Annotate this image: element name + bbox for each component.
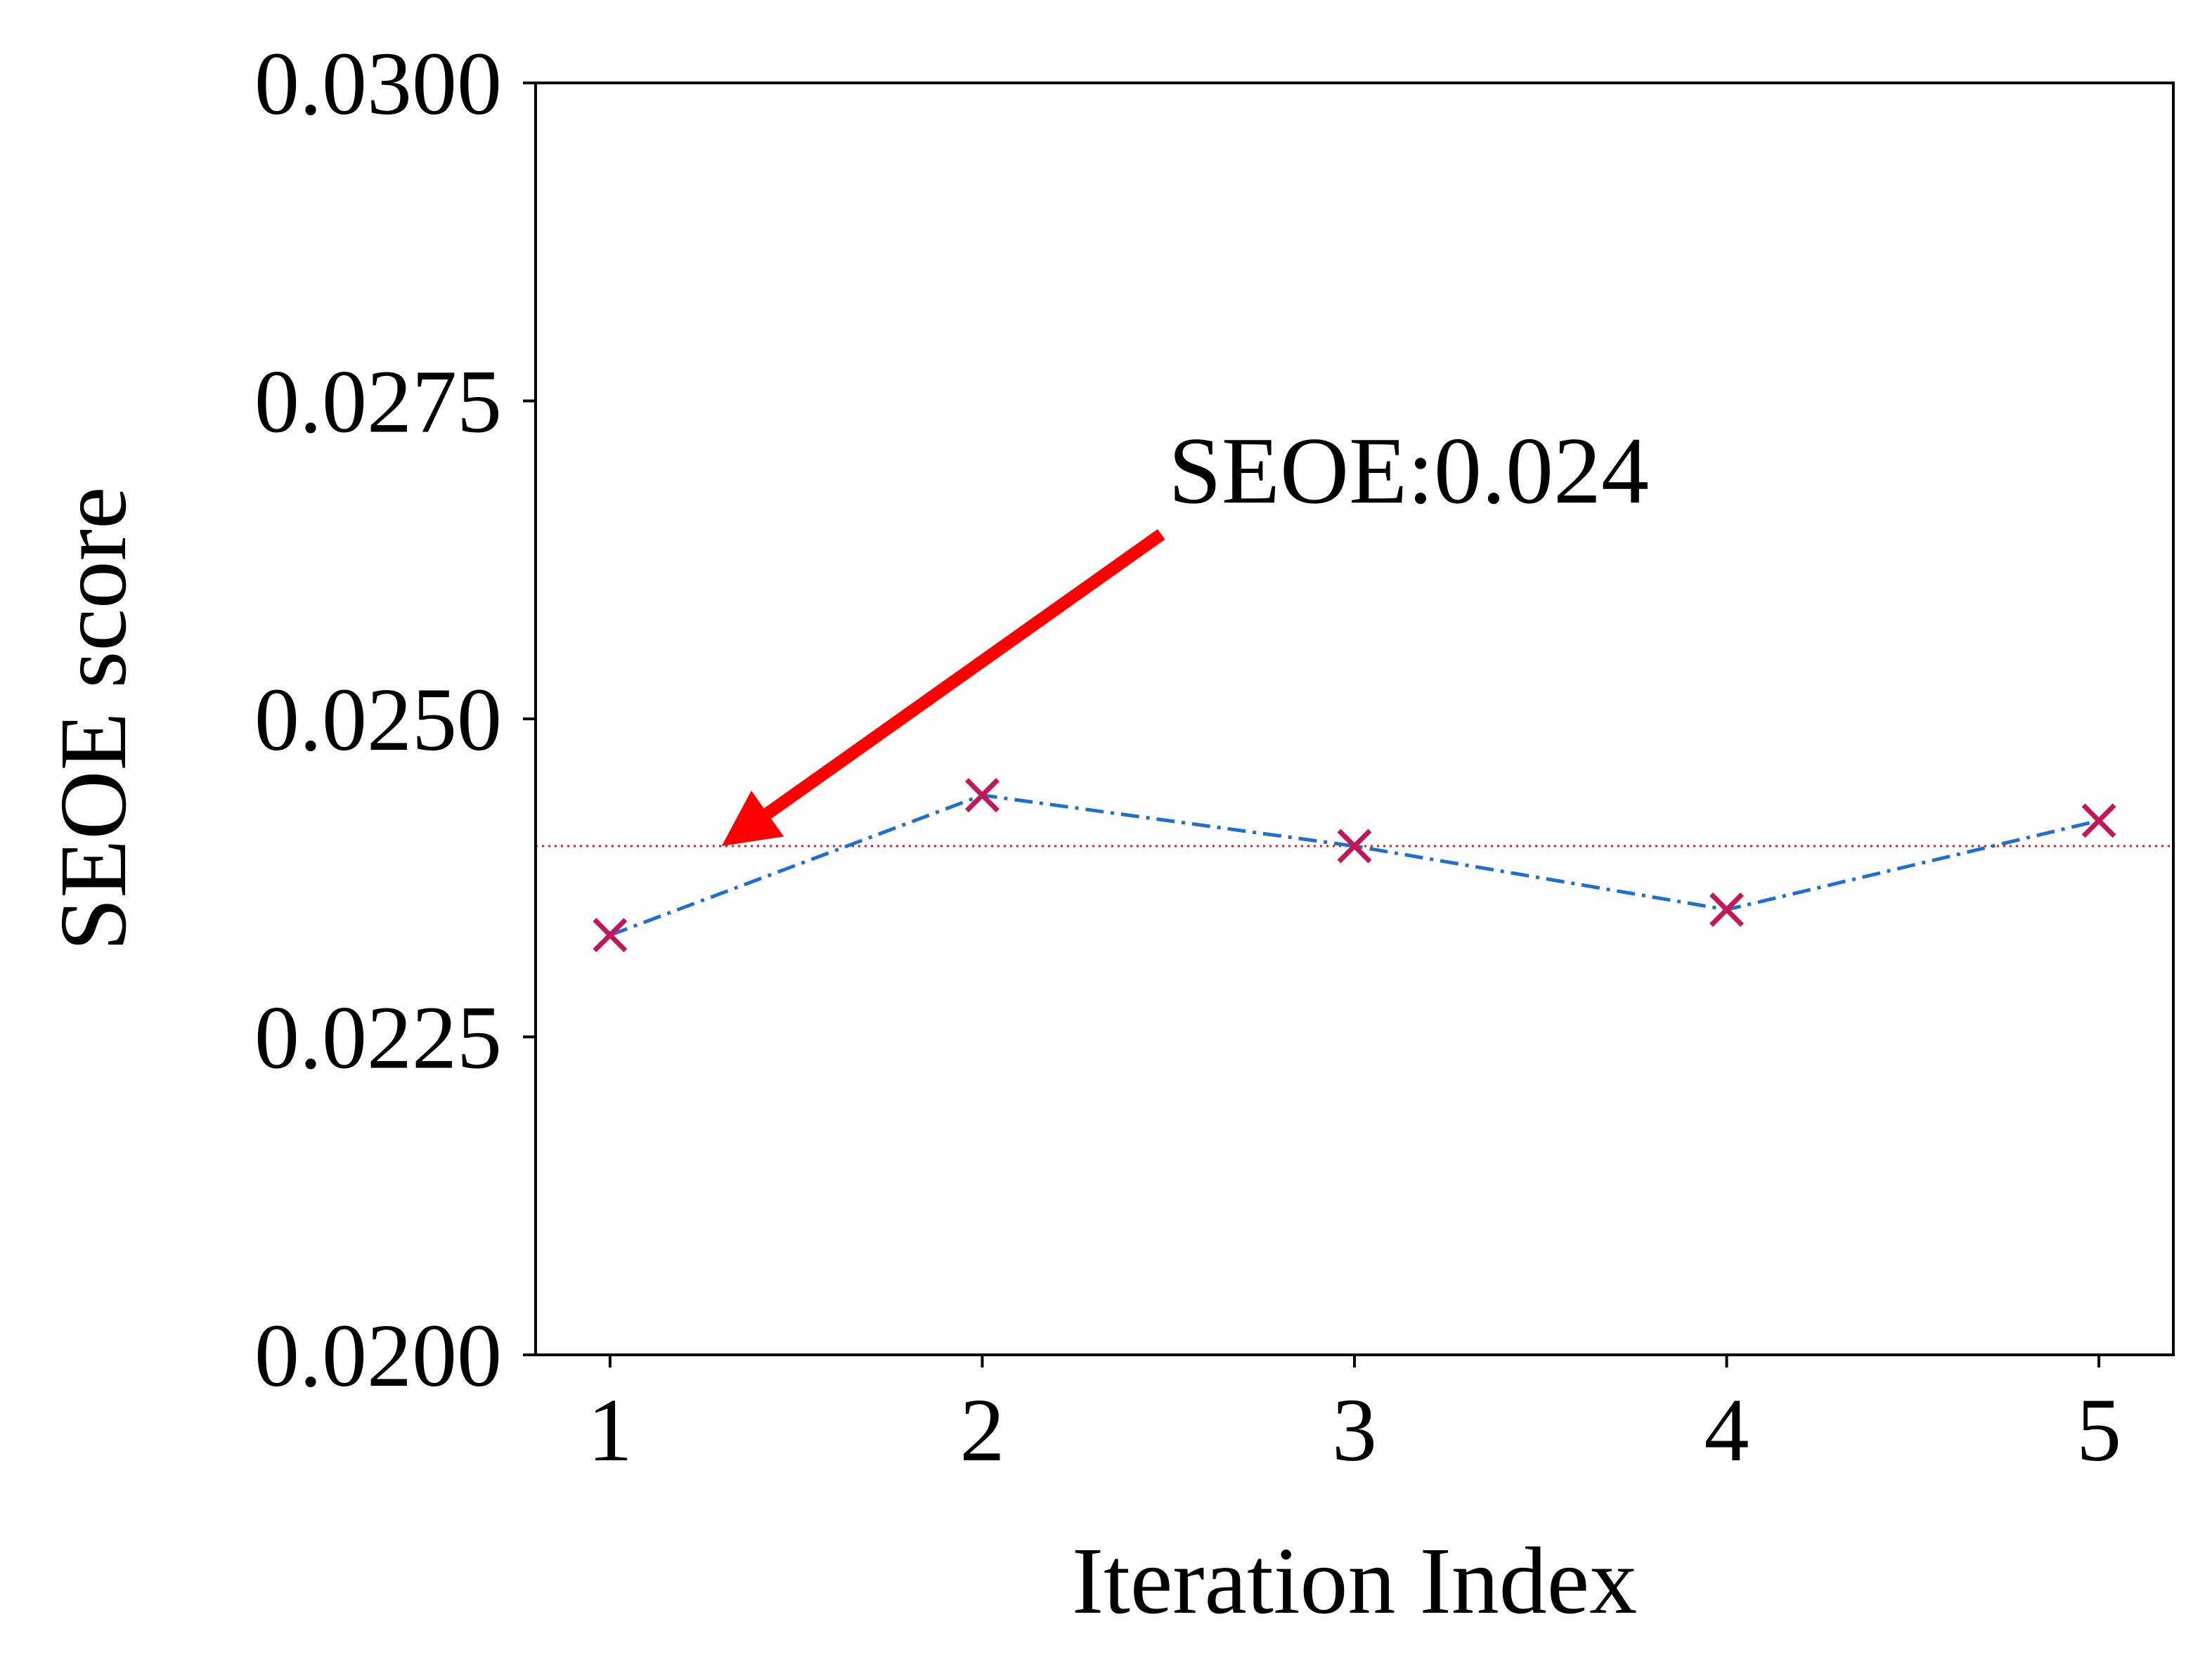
marker-stroke xyxy=(1337,829,1372,864)
marker-stroke xyxy=(593,918,628,953)
x-tick-label: 5 xyxy=(2076,1380,2121,1480)
x-tick-label: 4 xyxy=(1705,1380,1749,1480)
series-line xyxy=(609,793,2100,937)
annotation-arrow-head xyxy=(721,791,784,846)
y-axis-label: SEOE score xyxy=(41,487,146,951)
x-axis-label: Iteration Index xyxy=(1072,1528,1637,1634)
marker-stroke xyxy=(2081,803,2116,838)
plot-area xyxy=(536,528,2173,953)
ticks: 1 2 3 4 5 0.0200 0.0225 0.0250 0.0275 0.0300 xyxy=(254,34,2121,1480)
y-tick-label: 0.0225 xyxy=(254,988,502,1088)
data-point-marker xyxy=(964,778,1000,813)
annotation-text: SEOE:0.024 xyxy=(1168,418,1649,524)
data-point-marker xyxy=(593,918,628,953)
annotation-arrow-shaft xyxy=(763,528,1165,819)
x-tick-label: 3 xyxy=(1332,1380,1377,1480)
data-point-marker xyxy=(1709,892,1745,927)
data-point-marker xyxy=(2081,803,2116,838)
marker-stroke xyxy=(1709,892,1745,927)
y-tick-label: 0.0300 xyxy=(254,34,502,134)
y-tick-label: 0.0200 xyxy=(254,1306,502,1405)
x-tick-label: 1 xyxy=(588,1380,633,1480)
y-tick-label: 0.0275 xyxy=(254,352,502,452)
y-tick-label: 0.0250 xyxy=(254,670,502,769)
x-tick-label: 2 xyxy=(959,1380,1004,1480)
data-point-marker xyxy=(1337,829,1372,864)
marker-stroke xyxy=(964,778,1000,813)
